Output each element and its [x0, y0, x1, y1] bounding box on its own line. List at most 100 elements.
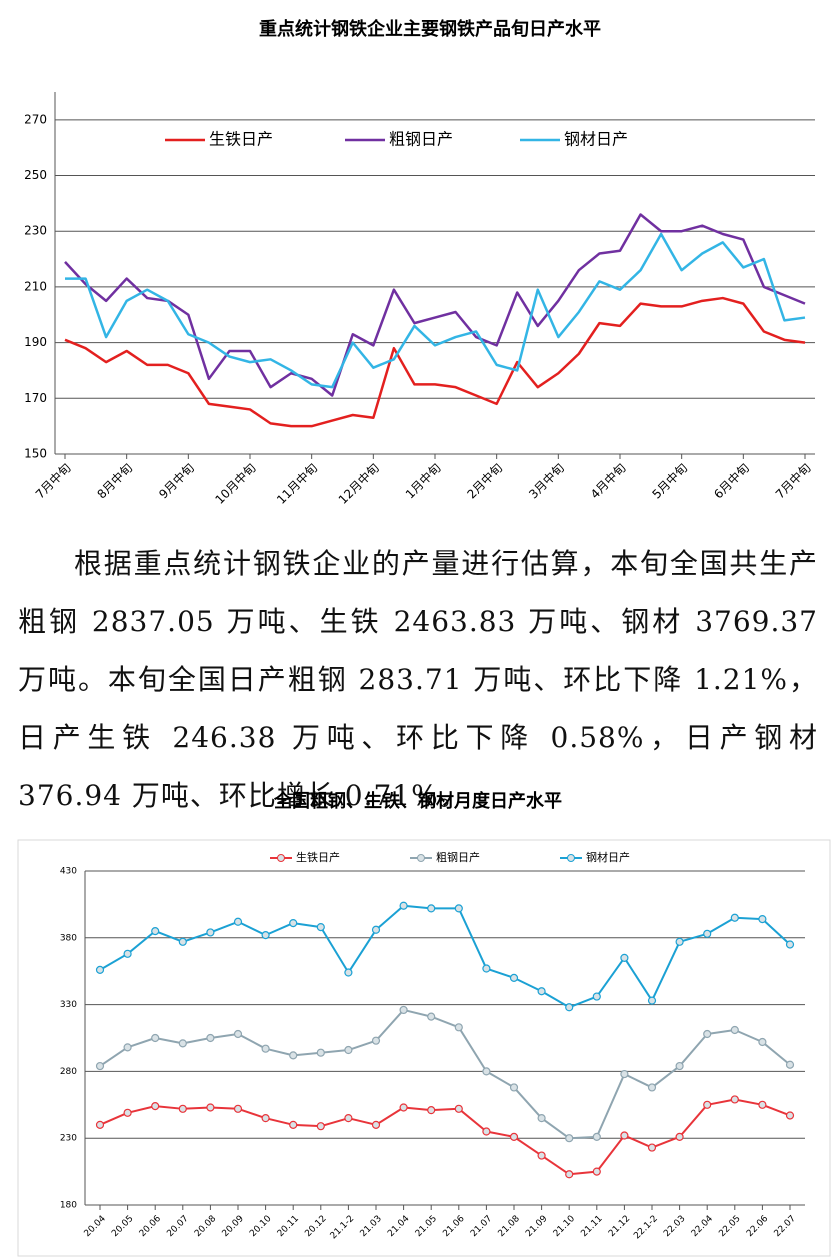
- marker: [647, 996, 657, 1005]
- y-tick-label: 180: [60, 1201, 77, 1211]
- marker: [123, 949, 132, 958]
- legend-label: 钢材日产: [586, 850, 630, 864]
- y-tick-label: 250: [24, 168, 47, 182]
- chart-title: 全国粗钢、生铁、钢材月度日产水平: [273, 790, 562, 812]
- marker: [151, 927, 160, 936]
- legend-marker: [417, 854, 425, 862]
- x-tick-label: 20.11: [276, 1214, 301, 1239]
- y-tick-label: 210: [24, 279, 47, 293]
- marker: [703, 1029, 712, 1039]
- marker: [592, 992, 601, 1001]
- legend-label: 生铁日产: [296, 850, 340, 864]
- x-tick-label: 12月中旬: [335, 460, 382, 507]
- x-tick-label: 1月中旬: [402, 460, 443, 501]
- marker: [785, 1111, 795, 1120]
- chart-frame: [17, 839, 831, 1257]
- marker: [482, 1127, 491, 1136]
- x-tick-label: 22.05: [717, 1214, 742, 1239]
- marker: [289, 919, 298, 928]
- x-tick-label: 20.09: [221, 1214, 246, 1239]
- marker: [785, 940, 795, 949]
- y-tick-label: 380: [60, 933, 77, 943]
- marker: [509, 1083, 519, 1092]
- marker: [675, 1132, 684, 1141]
- marker: [151, 1033, 160, 1043]
- marker: [427, 1012, 436, 1021]
- marker: [344, 1045, 353, 1055]
- marker: [178, 937, 187, 946]
- x-tick-label: 7月中旬: [772, 460, 813, 501]
- marker: [565, 1134, 574, 1143]
- x-tick-label: 21.03: [359, 1214, 384, 1239]
- marker: [537, 1151, 546, 1160]
- marker: [592, 1167, 601, 1176]
- marker: [758, 1100, 767, 1109]
- chart-title: 重点统计钢铁企业主要钢铁产品旬日产水平: [259, 18, 601, 40]
- marker: [371, 925, 381, 934]
- marker: [261, 1114, 270, 1123]
- marker: [399, 1005, 408, 1015]
- series-line: [99, 1098, 791, 1176]
- marker: [785, 1060, 795, 1069]
- x-tick-label: 20.07: [165, 1214, 190, 1239]
- x-tick-label: 2月中旬: [464, 460, 505, 501]
- x-tick-label: 21.10: [552, 1214, 577, 1239]
- marker: [178, 1039, 187, 1048]
- marker: [316, 1122, 325, 1131]
- marker: [592, 1132, 601, 1141]
- marker: [703, 929, 712, 938]
- x-tick-label: 21.06: [441, 1214, 466, 1239]
- marker: [620, 1069, 629, 1079]
- marker: [344, 1114, 353, 1123]
- marker: [620, 953, 629, 962]
- y-tick-label: 430: [60, 867, 77, 877]
- y-tick-label: 190: [24, 335, 47, 349]
- marker: [647, 1143, 657, 1152]
- marker: [454, 904, 463, 913]
- x-tick-label: 20.12: [303, 1214, 328, 1239]
- marker: [620, 1131, 629, 1140]
- y-tick-label: 170: [24, 391, 47, 405]
- x-tick-label: 20.06: [138, 1214, 163, 1239]
- marker: [371, 1120, 381, 1129]
- x-tick-label: 22.06: [745, 1214, 770, 1239]
- marker: [95, 1061, 105, 1071]
- marker: [399, 901, 408, 910]
- x-tick-label: 21.05: [414, 1214, 439, 1239]
- y-tick-label: 150: [24, 447, 47, 461]
- marker: [454, 1023, 463, 1032]
- x-tick-label: 21.07: [469, 1214, 494, 1239]
- legend-label: 生铁日产: [209, 130, 273, 149]
- series-line: [65, 232, 806, 389]
- x-tick-label: 20.08: [193, 1214, 218, 1239]
- marker: [675, 1061, 684, 1071]
- marker: [482, 1067, 491, 1076]
- series-line: [99, 904, 791, 1009]
- marker: [482, 964, 491, 973]
- y-tick-label: 270: [24, 112, 47, 126]
- marker: [289, 1051, 298, 1060]
- x-tick-label: 9月中旬: [155, 460, 196, 501]
- marker: [758, 914, 767, 924]
- legend-marker: [567, 854, 575, 862]
- legend-marker: [277, 854, 285, 862]
- x-tick-label: 22.04: [690, 1214, 715, 1239]
- x-tick-label: 11月中旬: [273, 460, 320, 507]
- y-tick-label: 230: [60, 1134, 77, 1144]
- marker: [565, 1003, 574, 1012]
- x-tick-label: 8月中旬: [94, 460, 135, 501]
- marker: [537, 1114, 546, 1123]
- x-tick-label: 7月中旬: [32, 460, 73, 501]
- marker: [730, 1095, 739, 1104]
- x-tick-label: 3月中旬: [525, 460, 566, 501]
- marker: [399, 1103, 408, 1112]
- marker: [537, 987, 546, 996]
- x-tick-label: 21.08: [497, 1214, 522, 1239]
- marker: [261, 931, 270, 940]
- marker: [371, 1036, 381, 1045]
- paragraph: 根据重点统计钢铁企业的产量进行估算，本旬全国共生产粗钢 2837.05 万吨、生…: [18, 547, 818, 812]
- series-line: [64, 213, 806, 397]
- legend-label: 粗钢日产: [436, 850, 480, 864]
- x-tick-label: 20.05: [110, 1214, 135, 1239]
- marker: [95, 965, 105, 974]
